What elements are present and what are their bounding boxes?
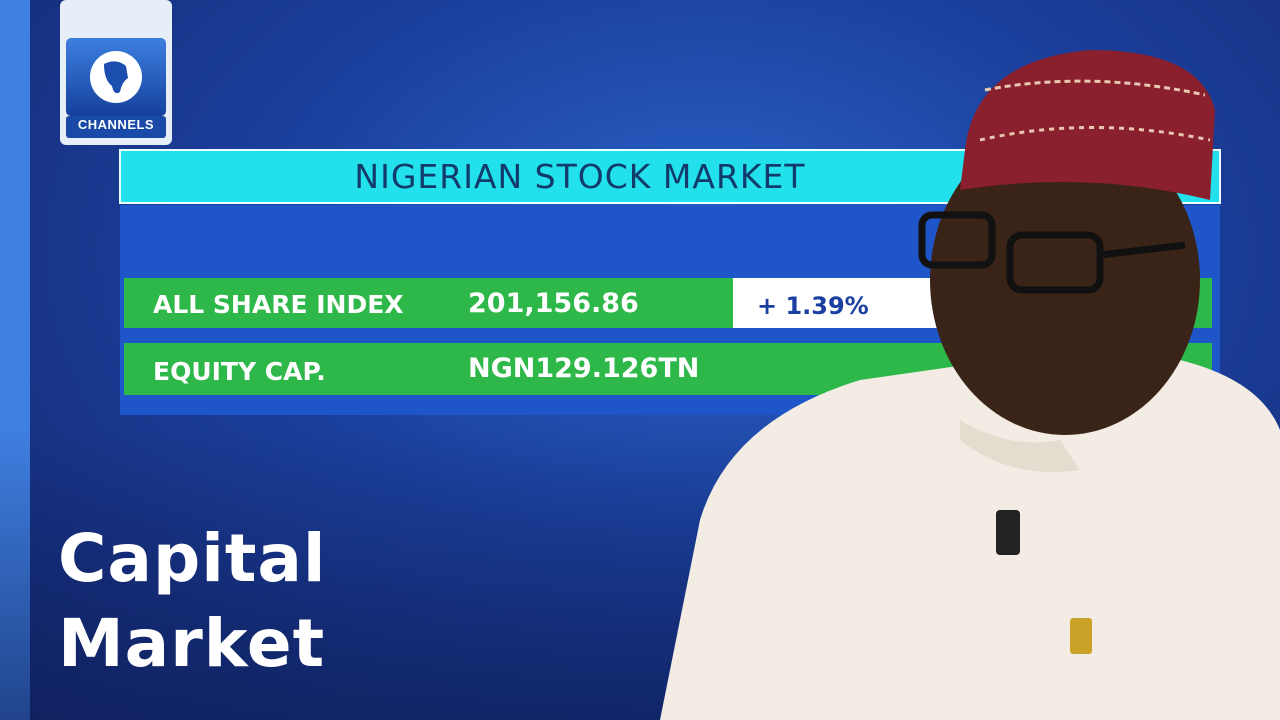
- glasses: [918, 211, 996, 269]
- collar: [960, 420, 1080, 472]
- cap: [960, 50, 1215, 200]
- glasses: [1006, 231, 1104, 294]
- row-label: ALL SHARE INDEX: [153, 290, 404, 319]
- pin-badge: [1070, 618, 1092, 654]
- cap-embroidery: [979, 126, 1211, 142]
- robe: [660, 360, 1280, 720]
- caption-line: Market: [58, 605, 326, 682]
- row-label: EQUITY CAP.: [153, 357, 326, 386]
- row-value: 201,156.86: [468, 288, 639, 319]
- microphone: [996, 510, 1020, 555]
- change-box: [733, 278, 953, 328]
- logo-label-bg: [66, 116, 166, 138]
- logo-text: CHANNELS: [77, 117, 155, 132]
- board-title: NIGERIAN STOCK MARKET: [354, 157, 806, 196]
- row-change: + 1.39%: [757, 292, 869, 320]
- cap-embroidery: [984, 79, 1206, 97]
- glasses-arm: [1099, 241, 1186, 259]
- face: [930, 125, 1200, 435]
- caption-line: Capital: [58, 520, 327, 597]
- row-value: NGN129.126TN: [468, 353, 700, 384]
- logo-africa: [104, 61, 128, 94]
